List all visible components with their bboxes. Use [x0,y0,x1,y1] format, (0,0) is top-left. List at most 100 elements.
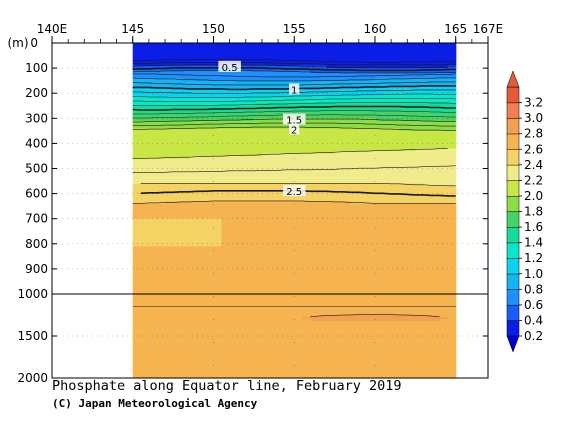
field-cell [245,233,255,237]
field-cell [383,163,392,167]
field-cell [140,155,150,160]
field-cell [391,213,400,217]
field-cell [439,276,449,280]
field-cell [165,103,174,107]
field-cell [245,251,255,255]
field-cell [181,83,190,87]
field-cell [278,308,287,312]
field-cell [447,163,457,167]
field-cell [270,256,279,260]
field-cell [205,281,215,285]
field-cell [181,135,190,139]
field-cell [342,258,352,262]
field-cell [423,246,433,250]
field-cell [253,216,263,220]
field-cell [197,50,206,54]
field-cell [366,228,376,232]
field-cell [197,181,206,185]
field-cell [205,271,215,275]
field-cell [261,323,271,327]
field-cell [245,319,255,322]
field-cell [391,315,400,318]
field-cell [383,304,392,308]
field-cell [286,103,295,107]
field-cell [415,178,424,182]
field-cell [148,323,158,327]
field-cell [278,203,287,207]
field-cell [148,325,158,329]
field-cell [350,288,360,293]
field-cell [245,183,255,187]
field-cell [213,256,223,260]
field-cell [173,63,182,67]
field-cell [237,321,247,324]
field-cell [140,327,150,331]
field-cell [302,203,311,207]
field-cell [221,75,231,79]
field-cell [399,281,408,285]
field-cell [229,160,239,165]
field-cell [383,90,392,94]
field-cell [173,75,182,79]
field-cell [439,208,449,212]
field-cell [253,115,263,119]
field-cell [156,278,166,283]
field-cell [229,171,239,175]
field-cell [278,253,287,257]
field-cell [213,186,223,190]
field-cell [447,133,457,137]
field-cell [366,133,376,137]
field-cell [253,331,263,335]
field-cell [407,256,416,260]
field-cell [350,266,360,270]
field-cell [261,238,271,242]
field-cell [350,198,360,202]
field-cell [181,98,190,102]
field-cell [286,55,295,59]
field-cell [205,68,215,72]
field-cell [294,178,303,182]
field-cell [278,206,287,210]
field-cell [358,120,368,124]
field-cell [374,251,384,255]
field-cell [205,273,215,278]
field-cell [261,133,271,137]
field-cell [294,329,303,333]
field-cell [213,283,223,288]
field-cell [326,238,336,242]
field-cell [245,70,255,74]
field-cell [318,304,328,308]
field-cell [156,135,166,139]
field-cell [245,90,255,94]
field-cell [439,183,449,187]
field-cell [439,271,449,275]
field-cell [245,128,255,132]
field-cell [374,171,384,175]
field-cell [205,53,215,57]
field-cell [391,342,400,345]
field-cell [318,218,328,222]
field-cell [334,243,344,247]
field-cell [197,325,206,329]
field-cell [423,163,433,167]
field-cell [140,223,150,227]
field-cell [132,165,142,170]
field-cell [423,288,433,293]
field-cell [383,331,392,335]
field-cell [213,163,223,167]
field-cell [310,43,320,47]
field-cell [415,118,424,122]
field-cell [431,310,441,314]
field-cell [245,310,255,314]
field-cell [366,218,376,222]
field-cell [261,148,271,152]
field-cell [229,98,239,102]
field-cell [310,163,320,167]
field-cell [173,80,182,84]
field-cell [399,45,408,49]
field-cell [439,191,449,195]
field-cell [342,178,352,182]
field-cell [181,158,190,162]
field-cell [156,241,166,245]
field-cell [245,50,255,54]
